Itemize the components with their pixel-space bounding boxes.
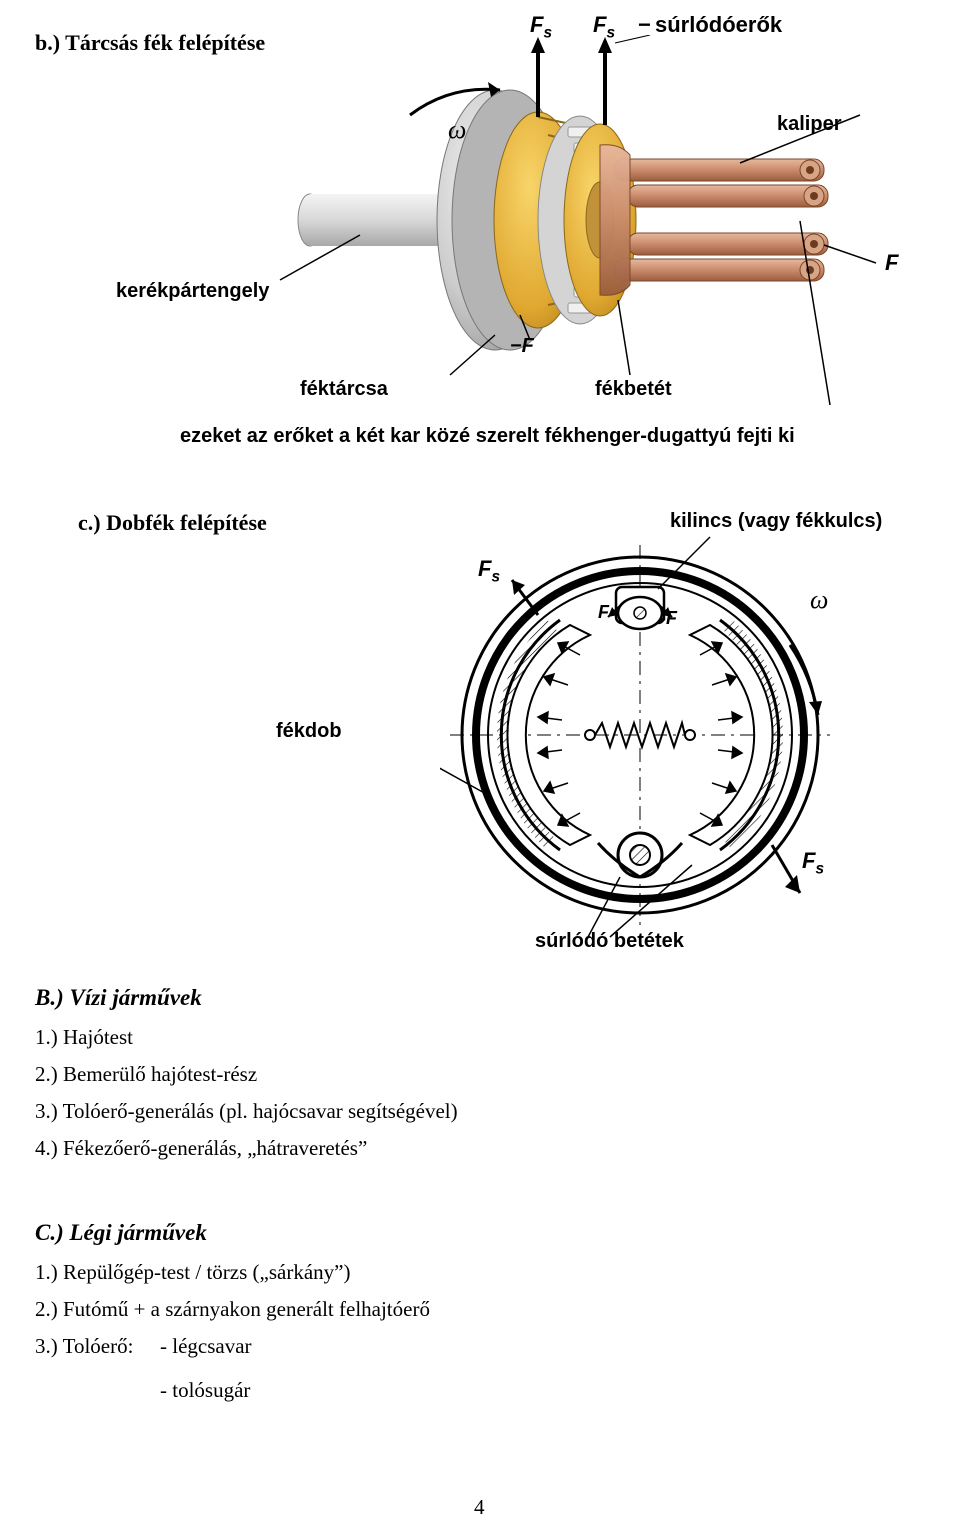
label-fektarcsa: féktárcsa [300, 378, 388, 401]
list-C-2: 2.) Futómű + a szárnyakon generált felha… [35, 1297, 430, 1322]
label-omega-disc: ω [448, 115, 466, 145]
label-kerekpartengely: kerékpártengely [116, 280, 269, 303]
label-minusF-disc: −F [510, 335, 534, 358]
disc-brake-diagram [270, 35, 880, 435]
label-fekbetet: fékbetét [595, 378, 672, 401]
label-fs-right-drum: Fs [802, 848, 824, 878]
list-C-3c: - tolósugár [160, 1378, 250, 1403]
list-B-1: 1.) Hajótest [35, 1025, 133, 1050]
label-F-right: F [885, 250, 898, 276]
page-number: 4 [474, 1495, 485, 1520]
heading-B: B.) Vízi járművek [35, 985, 202, 1011]
heading-C: C.) Légi járművek [35, 1220, 207, 1246]
label-fs-left-drum: Fs [478, 556, 500, 586]
label-minusF-drum: -F [660, 608, 677, 629]
list-B-2: 2.) Bemerülő hajótest-rész [35, 1062, 257, 1087]
list-C-3b: - légcsavar [160, 1334, 252, 1359]
list-C-1: 1.) Repülőgép-test / törzs („sárkány”) [35, 1260, 350, 1285]
list-B-4: 4.) Fékezőerő-generálás, „hátraveretés” [35, 1136, 367, 1161]
label-omega-drum: ω [810, 585, 828, 615]
list-B-3: 3.) Tolóerő-generálás (pl. hajócsavar se… [35, 1099, 458, 1124]
label-F-drum: F [598, 602, 609, 623]
heading-b: b.) Tárcsás fék felépítése [35, 30, 265, 56]
label-fekdob: fékdob [276, 720, 342, 743]
label-surlodo-betetek: súrlódó betétek [535, 930, 684, 953]
document-page: b.) Tárcsás fék felépítése Fs Fs − súrló… [0, 0, 960, 1531]
label-kaliper: kaliper [777, 113, 841, 136]
list-C-3a: 3.) Tolóerő: [35, 1334, 133, 1359]
heading-c: c.) Dobfék felépítése [78, 510, 267, 536]
drum-brake-diagram [440, 525, 860, 945]
label-disc-note: ezeket az erőket a két kar közé szerelt … [180, 425, 795, 448]
